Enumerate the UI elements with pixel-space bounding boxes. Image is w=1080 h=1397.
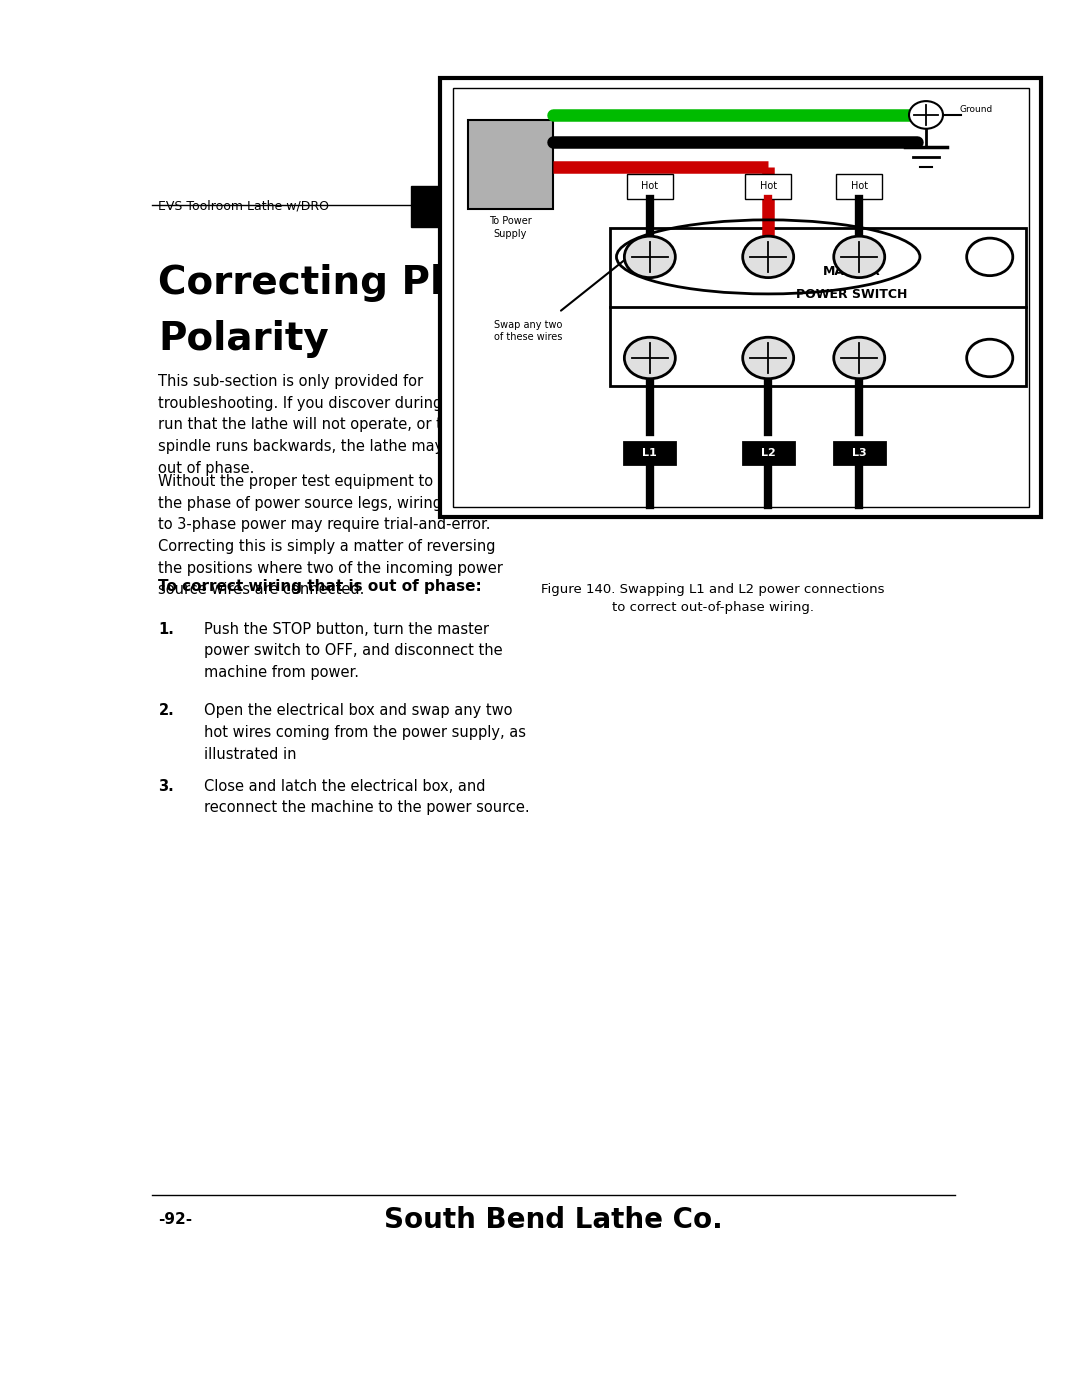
Text: Without the proper test equipment to determine
the phase of power source legs, w: Without the proper test equipment to det… — [159, 474, 525, 597]
Text: 3.: 3. — [159, 778, 174, 793]
Circle shape — [834, 337, 885, 379]
Bar — [626, 175, 673, 198]
Text: Push the STOP button, turn the master
power switch to OFF, and disconnect the
ma: Push the STOP button, turn the master po… — [204, 622, 502, 680]
Bar — [624, 441, 675, 464]
Text: 2.: 2. — [159, 703, 174, 718]
Circle shape — [967, 339, 1013, 377]
Text: Hot: Hot — [642, 182, 659, 191]
Text: Figure 140. Swapping L1 and L2 power connections
to correct out-of-phase wiring.: Figure 140. Swapping L1 and L2 power con… — [541, 583, 885, 613]
Text: L1: L1 — [643, 448, 658, 458]
Bar — [610, 229, 1026, 387]
Circle shape — [624, 236, 675, 278]
Bar — [836, 175, 882, 198]
Text: For Machines Mfg. Since 3/11: For Machines Mfg. Since 3/11 — [765, 200, 948, 212]
Text: To correct wiring that is out of phase:: To correct wiring that is out of phase: — [159, 578, 482, 594]
Text: Swap any two
of these wires: Swap any two of these wires — [495, 320, 563, 342]
Text: Close and latch the electrical box, and
reconnect the machine to the power sourc: Close and latch the electrical box, and … — [204, 778, 529, 816]
Text: MASTER: MASTER — [823, 264, 880, 278]
Text: This sub-section is only provided for
troubleshooting. If you discover during th: This sub-section is only provided for tr… — [159, 374, 511, 475]
Text: Polarity: Polarity — [159, 320, 329, 359]
Text: L2: L2 — [760, 448, 775, 458]
Text: -92-: -92- — [159, 1213, 192, 1227]
Bar — [745, 175, 792, 198]
Bar — [411, 186, 696, 226]
Circle shape — [909, 101, 943, 129]
Text: To Power
Supply: To Power Supply — [489, 217, 531, 239]
Text: 1.: 1. — [159, 622, 174, 637]
Text: Ground: Ground — [959, 106, 993, 115]
Bar — [743, 441, 794, 464]
Circle shape — [743, 236, 794, 278]
Text: EVS Toolroom Lathe w/DRO: EVS Toolroom Lathe w/DRO — [159, 200, 329, 212]
Text: Open the electrical box and swap any two
hot wires coming from the power supply,: Open the electrical box and swap any two… — [204, 703, 526, 761]
Text: L3: L3 — [852, 448, 866, 458]
Circle shape — [743, 337, 794, 379]
Bar — [834, 441, 885, 464]
Text: Open the electrical box and swap any two
hot wires coming from the power supply,: Open the electrical box and swap any two… — [204, 703, 526, 761]
Text: E L E C T R I C A L: E L E C T R I C A L — [485, 200, 622, 214]
Circle shape — [967, 237, 1013, 275]
Text: POWER SWITCH: POWER SWITCH — [796, 288, 907, 302]
Circle shape — [834, 236, 885, 278]
Circle shape — [624, 337, 675, 379]
Text: South Bend Lathe Co.: South Bend Lathe Co. — [384, 1206, 723, 1234]
Text: Hot: Hot — [851, 182, 868, 191]
Text: Hot: Hot — [759, 182, 777, 191]
FancyBboxPatch shape — [468, 120, 553, 208]
Text: Correcting Phase: Correcting Phase — [159, 264, 534, 303]
